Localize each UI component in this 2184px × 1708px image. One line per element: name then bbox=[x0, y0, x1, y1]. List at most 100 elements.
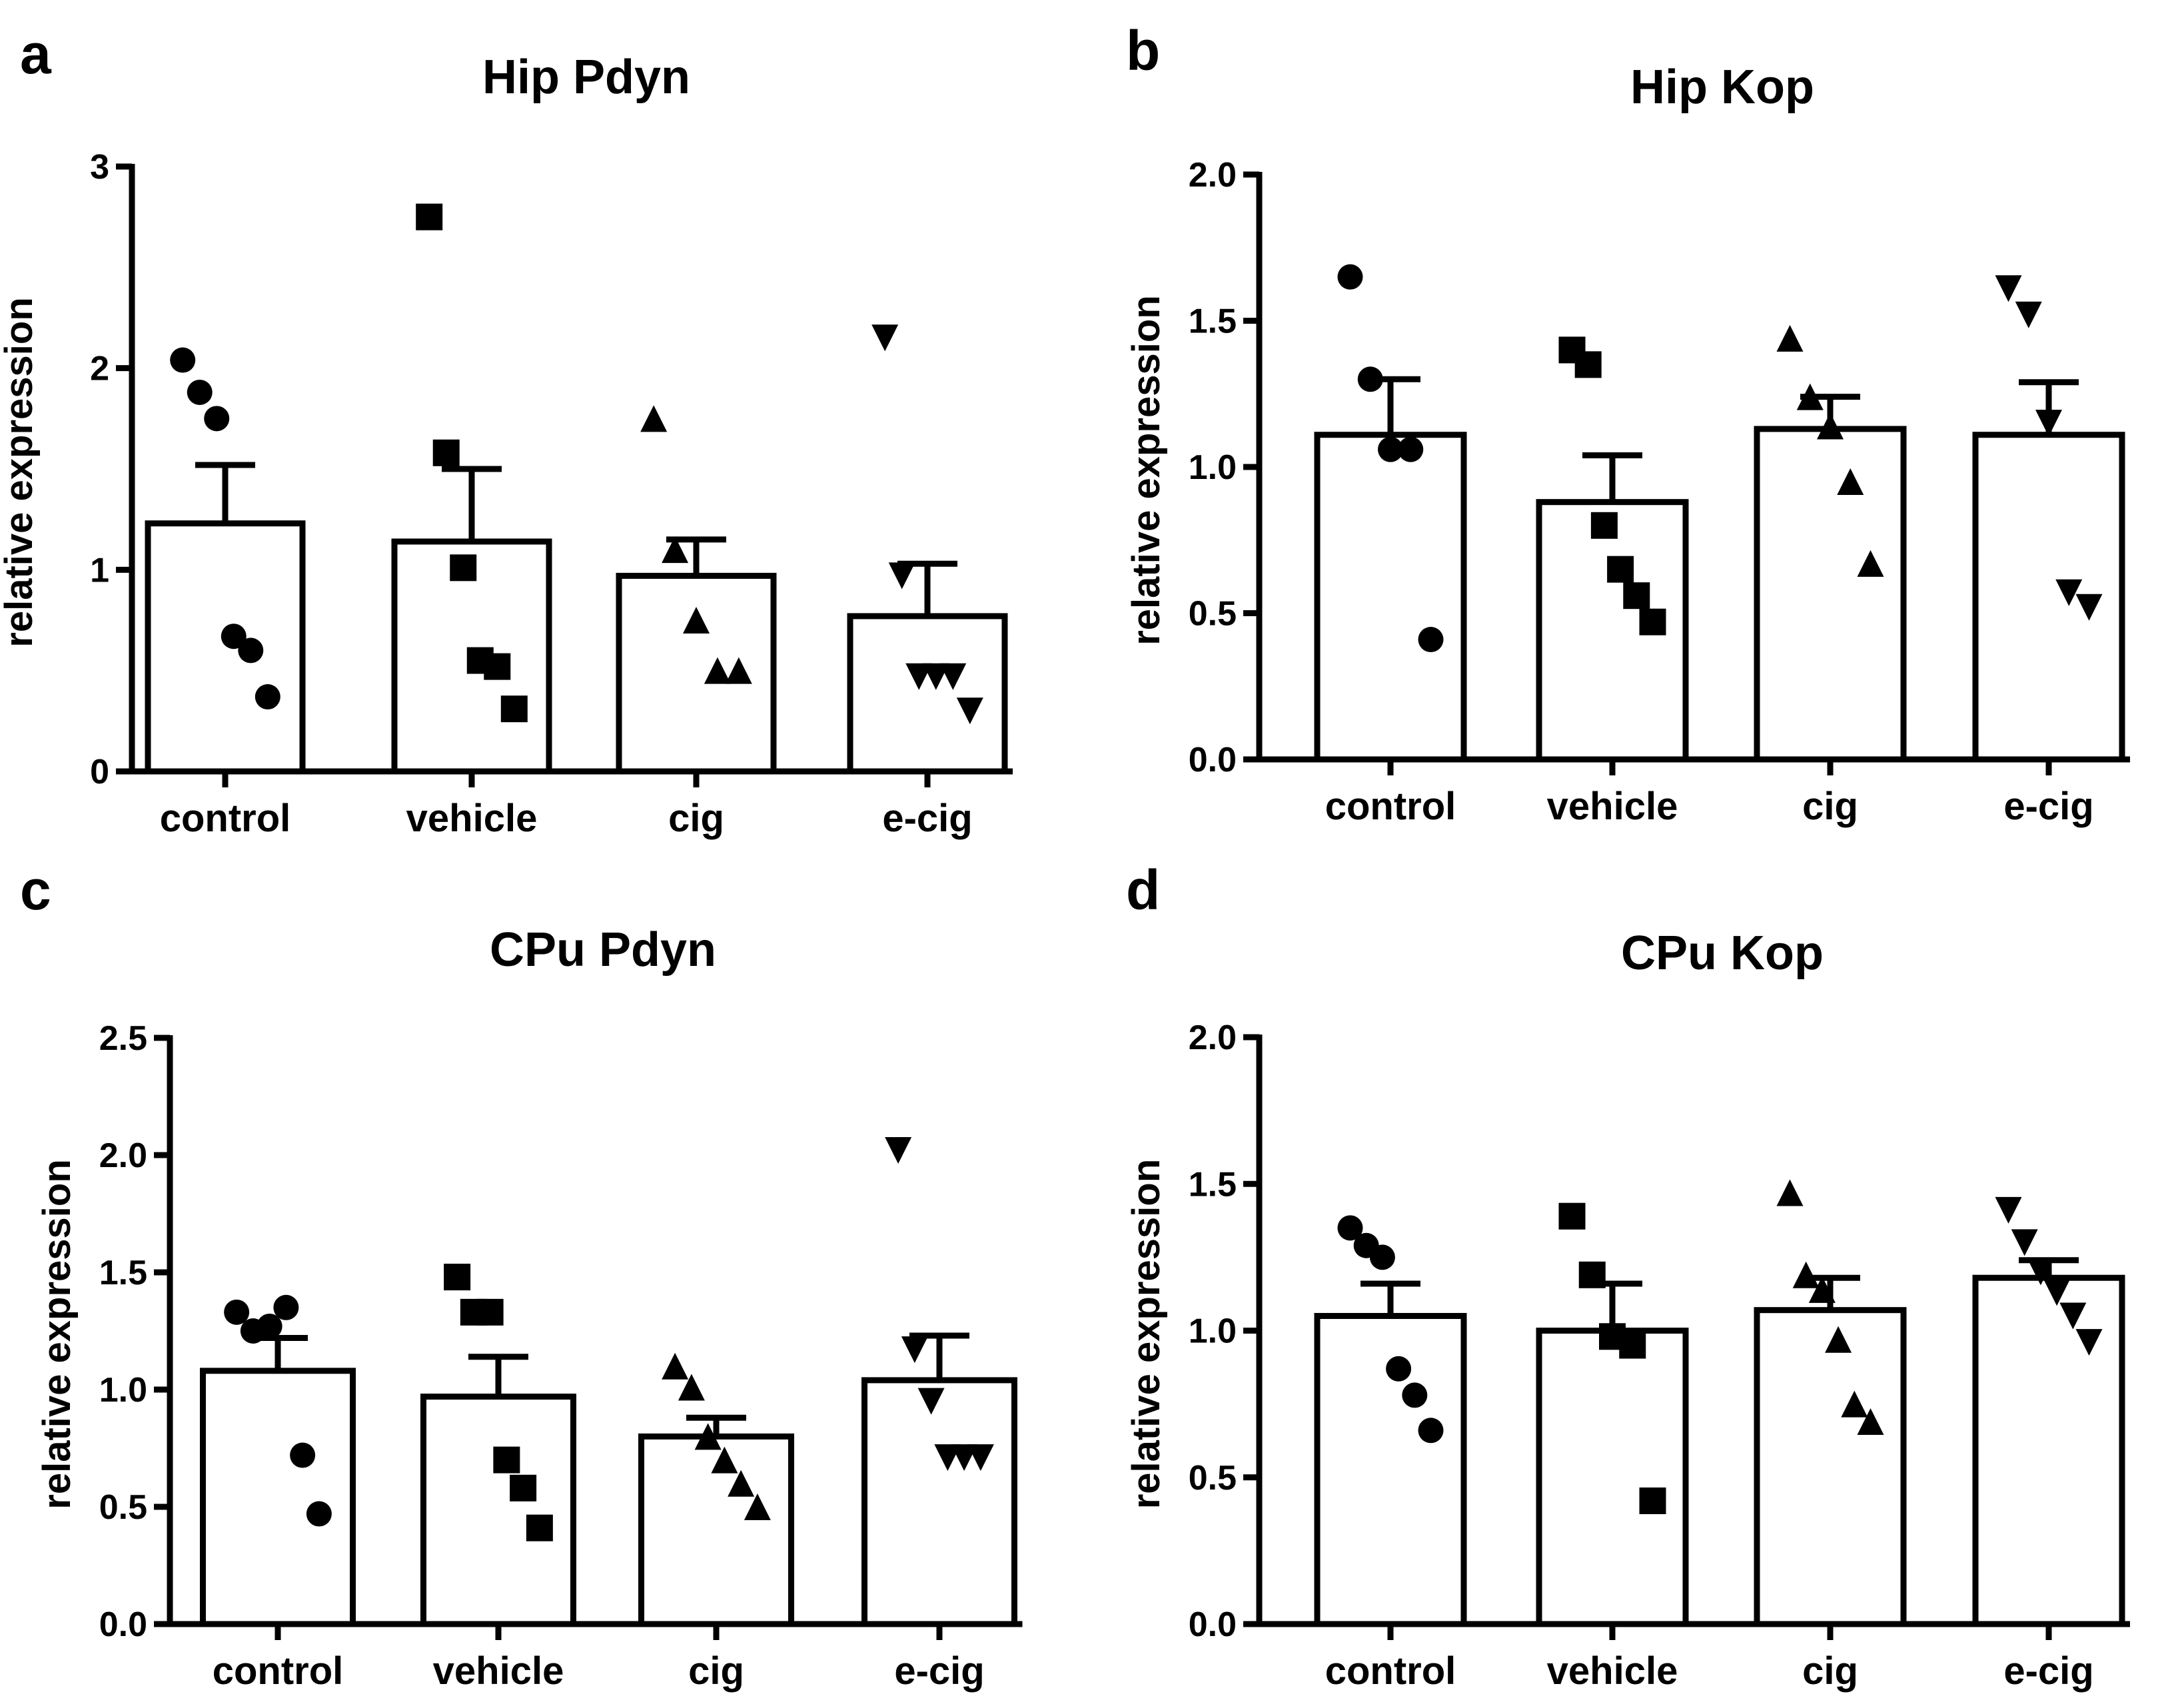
x-tick-label: e-cig bbox=[2003, 785, 2093, 828]
data-point bbox=[1623, 582, 1650, 610]
x-tick-label: vehicle bbox=[433, 1649, 564, 1693]
data-point bbox=[922, 663, 949, 690]
data-point bbox=[888, 562, 915, 590]
data-point bbox=[1837, 468, 1864, 495]
y-axis-label: relative expression bbox=[1125, 295, 1168, 645]
data-point bbox=[704, 657, 731, 684]
data-point bbox=[905, 663, 933, 690]
panel-letter: a bbox=[20, 23, 52, 85]
data-point bbox=[1639, 1487, 1666, 1514]
data-point bbox=[728, 1470, 755, 1497]
data-point bbox=[683, 607, 710, 634]
data-point bbox=[1574, 351, 1602, 378]
y-tick-label: 1.0 bbox=[1189, 448, 1237, 487]
data-point bbox=[1995, 275, 2022, 302]
y-tick-label: 1.0 bbox=[99, 1371, 147, 1410]
data-point bbox=[1776, 324, 1804, 352]
bar-control bbox=[200, 1368, 356, 1627]
data-point bbox=[1337, 1215, 1363, 1241]
x-tick-label: control bbox=[1325, 785, 1456, 828]
y-tick-label: 2 bbox=[90, 350, 109, 388]
data-point bbox=[1398, 436, 1424, 462]
y-tick-label: 0.5 bbox=[1189, 595, 1237, 634]
data-point bbox=[939, 663, 967, 690]
y-tick-label: 0.0 bbox=[1189, 1605, 1237, 1644]
data-point bbox=[1995, 1196, 2022, 1224]
data-point bbox=[1402, 1382, 1428, 1408]
data-point bbox=[238, 638, 264, 663]
data-point bbox=[967, 1444, 994, 1472]
chart-title: Hip Kop bbox=[1630, 61, 1814, 114]
data-point bbox=[187, 379, 213, 405]
data-point bbox=[1378, 436, 1403, 462]
x-tick-label: cig bbox=[688, 1649, 744, 1693]
data-point bbox=[1558, 1202, 1586, 1230]
y-tick-label: 1.5 bbox=[99, 1254, 147, 1292]
data-point bbox=[1825, 1326, 1852, 1353]
data-point bbox=[273, 1294, 299, 1320]
data-point bbox=[2055, 579, 2083, 606]
data-point bbox=[1607, 556, 1634, 583]
y-tick-label: 1.0 bbox=[1189, 1312, 1237, 1351]
data-point bbox=[1841, 1390, 1868, 1418]
data-point bbox=[255, 684, 280, 710]
data-point bbox=[444, 1264, 471, 1291]
data-point bbox=[2043, 1279, 2071, 1306]
data-point bbox=[2075, 1329, 2103, 1356]
data-point bbox=[1337, 264, 1363, 290]
data-point bbox=[1857, 550, 1884, 577]
y-tick-label: 0.0 bbox=[99, 1605, 147, 1644]
data-point bbox=[901, 1336, 928, 1364]
data-point bbox=[885, 1136, 912, 1164]
data-point bbox=[450, 554, 477, 582]
y-tick-label: 0 bbox=[90, 753, 109, 791]
y-axis-label: relative expression bbox=[0, 297, 41, 647]
data-point bbox=[956, 697, 983, 725]
y-tick-label: 2.0 bbox=[99, 1136, 147, 1175]
panel-letter: c bbox=[20, 859, 51, 921]
data-point bbox=[1386, 1356, 1412, 1382]
bar-cig bbox=[1754, 1307, 1907, 1627]
bar-vehicle bbox=[1536, 1328, 1689, 1627]
data-point bbox=[221, 624, 247, 649]
data-point bbox=[1590, 512, 1618, 539]
data-point bbox=[1776, 1179, 1804, 1206]
panel-b: b Hip Kop relative expression 0.0 0.5 1.0 1.5 2… bbox=[1125, 19, 2130, 828]
x-tick-label: control bbox=[1325, 1649, 1456, 1693]
data-point bbox=[917, 1388, 945, 1415]
bar-control bbox=[145, 520, 306, 775]
x-tick-label: vehicle bbox=[1547, 1649, 1678, 1693]
bar-cig bbox=[1754, 426, 1907, 763]
x-tick-label: control bbox=[160, 797, 291, 840]
data-point bbox=[432, 439, 460, 466]
x-tick-label: cig bbox=[1802, 1649, 1858, 1693]
data-point bbox=[170, 347, 196, 373]
data-point bbox=[744, 1494, 771, 1520]
x-tick-label: control bbox=[213, 1649, 344, 1693]
x-tick-label: e-cig bbox=[2003, 1649, 2093, 1693]
y-axis-label: relative expression bbox=[1125, 1159, 1168, 1509]
data-point bbox=[476, 1298, 504, 1326]
data-point bbox=[2059, 1302, 2087, 1330]
y-tick-label: 2.0 bbox=[1189, 1019, 1237, 1057]
x-tick-label: cig bbox=[668, 797, 724, 840]
data-point bbox=[871, 324, 899, 352]
x-tick-label: e-cig bbox=[882, 797, 972, 840]
y-tick-label: 1.5 bbox=[1189, 302, 1237, 341]
data-point bbox=[1369, 1244, 1395, 1270]
data-point bbox=[711, 1446, 738, 1474]
data-point bbox=[257, 1313, 282, 1339]
data-point bbox=[1418, 1418, 1444, 1444]
panel-letter: b bbox=[1126, 19, 1160, 82]
data-point bbox=[2015, 301, 2042, 328]
y-tick-label: 3 bbox=[90, 148, 109, 187]
data-point bbox=[1639, 608, 1666, 636]
bar-control bbox=[1314, 432, 1467, 763]
bar-e-cig bbox=[861, 1377, 1017, 1627]
data-point bbox=[640, 405, 668, 432]
y-tick-label: 0.5 bbox=[99, 1488, 147, 1527]
data-point bbox=[204, 406, 230, 432]
data-point bbox=[1619, 1332, 1646, 1359]
x-tick-label: vehicle bbox=[406, 797, 538, 840]
bar-e-cig bbox=[847, 613, 1008, 775]
